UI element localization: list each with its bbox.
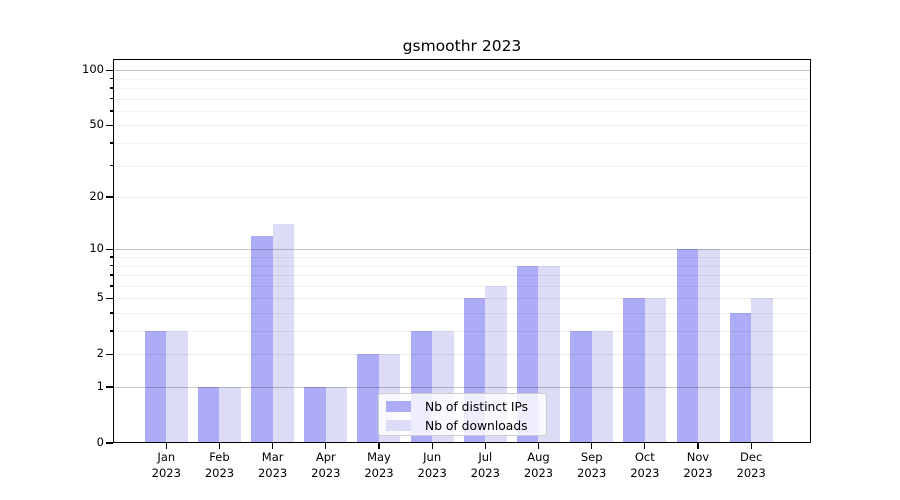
x-tick bbox=[325, 443, 327, 449]
x-tick-label: May 2023 bbox=[364, 450, 394, 480]
x-tick bbox=[537, 443, 540, 449]
legend: Nb of distinct IPs Nb of downloads bbox=[378, 393, 547, 436]
bar-nb-of-downloads-feb-2023 bbox=[219, 387, 241, 443]
y-tick-major bbox=[106, 196, 113, 198]
gridline-major bbox=[114, 354, 810, 356]
gridline-minor bbox=[114, 285, 810, 287]
y-tick-minor bbox=[109, 142, 113, 144]
x-tick bbox=[697, 443, 699, 449]
bar-nb-of-distinct-ips-jan-2023 bbox=[144, 331, 167, 443]
x-tick-label: Jan 2023 bbox=[151, 450, 181, 480]
y-tick-major bbox=[106, 386, 113, 388]
x-tick bbox=[484, 443, 486, 449]
legend-item: Nb of downloads bbox=[379, 416, 546, 435]
gridline-minor bbox=[114, 110, 810, 112]
x-tick-label: Jul 2023 bbox=[470, 450, 500, 480]
legend-swatch-downloads bbox=[386, 420, 411, 431]
y-tick-major bbox=[106, 124, 113, 127]
y-tick-minor bbox=[109, 256, 113, 258]
legend-label: Nb of distinct IPs bbox=[425, 399, 529, 414]
y-tick-label: 20 bbox=[89, 189, 104, 204]
y-tick-label: 5 bbox=[96, 290, 104, 305]
chart-title: gsmoothr 2023 bbox=[402, 37, 522, 55]
gridline-decade bbox=[114, 387, 810, 388]
x-tick-label: Apr 2023 bbox=[311, 450, 341, 480]
gridline-minor bbox=[114, 265, 810, 267]
y-tick-major bbox=[106, 442, 113, 444]
bar-nb-of-distinct-ips-feb-2023 bbox=[197, 387, 220, 443]
bar-nb-of-downloads-apr-2023 bbox=[325, 387, 348, 443]
x-tick bbox=[750, 443, 752, 449]
x-tick-label: Jun 2023 bbox=[417, 450, 447, 480]
legend-item: Nb of distinct IPs bbox=[379, 397, 546, 416]
gridline-major bbox=[114, 298, 810, 300]
y-tick-label: 50 bbox=[89, 117, 104, 132]
gridline-minor bbox=[114, 275, 810, 277]
x-tick-label: Nov 2023 bbox=[683, 450, 713, 480]
y-tick-label: 100 bbox=[82, 62, 104, 77]
y-tick-minor bbox=[109, 274, 113, 276]
gridline-major bbox=[114, 197, 810, 199]
bar-nb-of-downloads-jan-2023 bbox=[166, 331, 188, 443]
x-tick-label: Dec 2023 bbox=[736, 450, 766, 480]
gridline-decade bbox=[114, 249, 810, 251]
x-tick bbox=[218, 443, 221, 449]
bar-nb-of-downloads-nov-2023 bbox=[698, 249, 720, 443]
gridline-minor bbox=[114, 256, 810, 258]
x-tick-label: Mar 2023 bbox=[257, 450, 288, 480]
bar-nb-of-distinct-ips-oct-2023 bbox=[623, 298, 645, 443]
x-tick bbox=[165, 443, 167, 449]
y-tick-label: 10 bbox=[89, 241, 104, 256]
x-tick bbox=[591, 443, 593, 449]
gridline-decade bbox=[114, 70, 810, 72]
legend-label: Nb of downloads bbox=[425, 418, 528, 433]
y-tick-label: 2 bbox=[96, 346, 104, 361]
x-tick-label: Oct 2023 bbox=[630, 450, 660, 480]
gridline-minor bbox=[114, 143, 810, 144]
y-tick-label: 0 bbox=[96, 435, 104, 449]
x-tick bbox=[271, 443, 274, 449]
y-tick-minor bbox=[109, 98, 113, 100]
bar-nb-of-distinct-ips-may-2023 bbox=[357, 354, 379, 443]
x-tick-label: Sep 2023 bbox=[577, 450, 607, 480]
bar-nb-of-distinct-ips-mar-2023 bbox=[251, 235, 273, 443]
y-tick-minor bbox=[109, 110, 113, 112]
y-tick-minor bbox=[109, 285, 113, 287]
y-tick-minor bbox=[109, 87, 113, 89]
gridline-minor bbox=[114, 78, 810, 80]
gridline-minor bbox=[114, 165, 810, 167]
gridline-minor bbox=[114, 98, 810, 100]
x-tick-label: Aug 2023 bbox=[523, 450, 554, 480]
y-tick-minor bbox=[109, 264, 113, 267]
gridline-minor bbox=[114, 312, 810, 314]
bar-nb-of-downloads-sep-2023 bbox=[591, 331, 614, 443]
y-tick-major bbox=[106, 69, 113, 71]
x-tick-label: Feb 2023 bbox=[204, 450, 235, 480]
x-tick bbox=[644, 443, 646, 449]
bar-nb-of-distinct-ips-nov-2023 bbox=[676, 249, 698, 443]
y-tick-minor bbox=[109, 312, 113, 314]
bar-nb-of-distinct-ips-sep-2023 bbox=[570, 331, 592, 443]
bar-nb-of-distinct-ips-apr-2023 bbox=[304, 387, 326, 443]
bar-nb-of-downloads-mar-2023 bbox=[272, 224, 295, 443]
bar-nb-of-distinct-ips-dec-2023 bbox=[729, 312, 752, 443]
x-tick bbox=[378, 443, 380, 449]
y-tick-major bbox=[106, 297, 113, 299]
gridline-major bbox=[114, 125, 810, 127]
legend-swatch-distinct-ips bbox=[386, 401, 411, 412]
x-tick bbox=[431, 443, 433, 449]
bar-nb-of-downloads-dec-2023 bbox=[751, 298, 773, 443]
y-tick-minor bbox=[109, 164, 113, 167]
y-tick-label: 1 bbox=[96, 379, 104, 393]
y-tick-major bbox=[106, 353, 113, 355]
y-tick-major bbox=[106, 248, 113, 250]
bar-nb-of-downloads-oct-2023 bbox=[644, 298, 667, 443]
gridline-minor bbox=[114, 88, 810, 89]
y-tick-minor bbox=[109, 78, 113, 80]
y-tick-minor bbox=[109, 330, 113, 332]
gridline-minor bbox=[114, 331, 810, 332]
